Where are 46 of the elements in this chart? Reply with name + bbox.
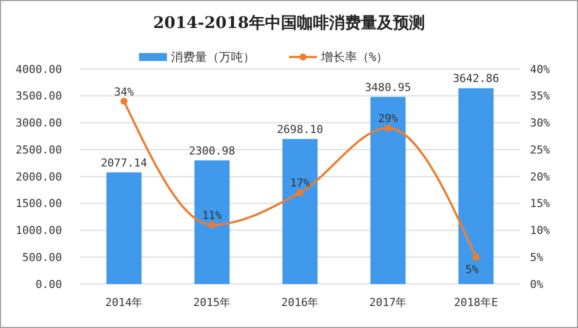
x-tick-label: 2017年 [369, 296, 407, 309]
x-tick-label: 2014年 [105, 296, 143, 309]
x-tick-label: 2015年 [193, 296, 231, 309]
bar [194, 160, 230, 284]
y2-tick-label: 20% [530, 170, 550, 184]
data-label: 5% [465, 263, 479, 276]
y2-tick-label: 10% [530, 224, 550, 238]
bar [458, 88, 494, 284]
data-label: 3480.95 [364, 80, 412, 94]
bar [282, 138, 318, 284]
y-tick-label: 2000.00 [16, 170, 62, 184]
y2-tick-label: 0% [530, 278, 544, 291]
data-label: 29% [378, 112, 398, 126]
bar [106, 172, 142, 284]
chart-title: 2014-2018年中国咖啡消费量及预测 [153, 13, 425, 32]
legend-label: 消费量（万吨） [171, 50, 255, 64]
point [120, 98, 128, 105]
y2-tick-label: 35% [530, 90, 550, 103]
y2-tick-label: 25% [530, 143, 550, 156]
y2-tick-label: 40% [530, 62, 550, 76]
point [296, 189, 304, 196]
y-tick-label: 3500.00 [16, 90, 62, 103]
data-label: 17% [290, 176, 310, 190]
data-label: 3642.86 [452, 72, 500, 86]
y-tick-label: 3000.00 [16, 116, 62, 130]
point [384, 124, 392, 132]
data-label: 2300.98 [188, 144, 236, 158]
data-label: 2698.10 [276, 122, 324, 136]
y2-tick-label: 5% [530, 250, 544, 264]
x-tick-label: 2018年E [454, 296, 498, 309]
bar [370, 96, 406, 284]
data-label: 11% [202, 208, 222, 222]
legend-label: 增长率（%） [320, 50, 388, 64]
y-tick-label: 0.00 [36, 278, 62, 291]
y-tick-label: 500.00 [22, 250, 62, 264]
y2-tick-label: 30% [530, 116, 550, 130]
y-tick-label: 1500.00 [16, 197, 62, 210]
y-tick-label: 1000.00 [16, 224, 62, 238]
point [208, 221, 216, 228]
y-tick-label: 4000.00 [16, 62, 62, 76]
y-tick-label: 2500.00 [16, 143, 62, 156]
y2-tick-label: 15% [530, 197, 550, 210]
point [472, 254, 480, 261]
data-label: 34% [114, 85, 134, 98]
x-tick-label: 2016年 [281, 296, 319, 309]
data-label: 2077.14 [100, 156, 148, 170]
